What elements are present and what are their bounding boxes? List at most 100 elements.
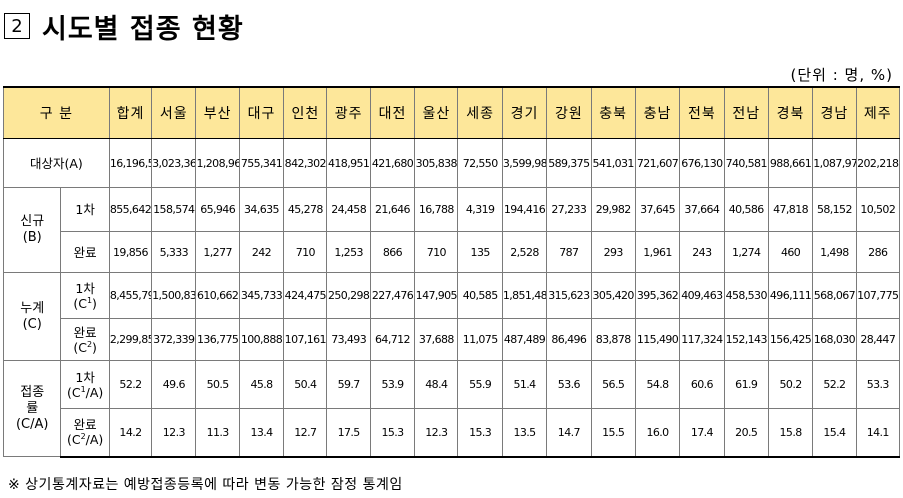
vaccination-table: 구 분 합계 서울 부산 대구 인천 광주 대전 울산 세종 경기 강원 충북 충남 전북 전남 경북 경남 제주…: [2, 86, 901, 458]
table-cell: 100,888: [238, 318, 285, 361]
table-cell: 610,662: [195, 272, 240, 319]
table-cell: 395,362: [634, 272, 681, 319]
table-cell: 1,277: [195, 231, 240, 273]
table-cell: 372,339: [151, 318, 197, 361]
table-cell: 24,458: [326, 187, 371, 232]
header-region: 제주: [855, 86, 901, 139]
table-cell: 59.7: [326, 360, 371, 409]
group-label-new: 신규 (B): [2, 187, 62, 273]
table-cell: 50.4: [283, 360, 328, 409]
table-cell: 424,475: [283, 272, 328, 319]
table-cell: 568,067: [812, 272, 857, 319]
table-cell: 58,152: [812, 187, 857, 232]
header-region: 대구: [238, 86, 285, 139]
table-cell: 293: [590, 231, 636, 273]
unit-label: (단위 : 명, %): [790, 66, 893, 84]
header-region: 경기: [501, 86, 548, 139]
footnote: ※ 상기통계자료는 예방접종등록에 따라 변동 가능한 잠정 통계임: [8, 477, 403, 493]
table-cell: 61.9: [723, 360, 769, 409]
table-cell: 243: [679, 231, 725, 273]
table-cell: 866: [369, 231, 416, 273]
table-cell: 1,208,963: [195, 138, 240, 188]
table-cell: 710: [414, 231, 459, 273]
table-cell: 740,581: [723, 138, 769, 188]
table-cell: 1,500,832: [151, 272, 197, 319]
table-cell: 56.5: [590, 360, 636, 409]
row-label-new-first: 1차: [60, 187, 110, 232]
table-cell: 589,375: [546, 138, 592, 188]
title-text: 시도별 접종 현황: [42, 13, 244, 45]
table-row: 대상자(A) 16,196,5463,023,3611,208,963755,3…: [3, 138, 901, 188]
table-cell: 1,253: [326, 231, 371, 273]
header-label: 구 분: [3, 86, 110, 139]
header-region: 서울: [151, 86, 197, 139]
table-cell: 15.3: [369, 408, 416, 458]
table-cell: 53.3: [855, 360, 901, 409]
table-cell: 1,274: [723, 231, 769, 273]
header-region: 경북: [767, 86, 814, 139]
row-label-cum-complete: 완료 (C2): [60, 318, 110, 361]
header-region: 대전: [369, 86, 416, 139]
table-cell: 107,775: [855, 272, 901, 319]
table-cell: 202,218: [855, 138, 901, 188]
header-region: 인천: [283, 86, 328, 139]
table-cell: 787: [546, 231, 592, 273]
table-cell: 17.4: [679, 408, 725, 458]
table-cell: 40,586: [723, 187, 769, 232]
table-cell: 28,447: [855, 318, 901, 361]
table-cell: 60.6: [679, 360, 725, 409]
table-cell: 421,680: [369, 138, 416, 188]
table-cell: 721,607: [634, 138, 681, 188]
table-cell: 135: [457, 231, 503, 273]
table-cell: 15.8: [767, 408, 814, 458]
table-cell: 15.4: [812, 408, 857, 458]
table-cell: 1,498: [812, 231, 857, 273]
table-cell: 11.3: [195, 408, 240, 458]
table-cell: 16.0: [634, 408, 681, 458]
group-label-rate: 접종 률 (C/A): [2, 360, 62, 457]
table-cell: 4,319: [457, 187, 503, 232]
table-cell: 14.1: [855, 408, 901, 458]
table-cell: 52.2: [108, 360, 153, 409]
header-region: 전남: [723, 86, 769, 139]
table-cell: 73,493: [326, 318, 371, 361]
table-cell: 107,161: [283, 318, 328, 361]
table-cell: 50.2: [767, 360, 814, 409]
table-cell: 5,333: [151, 231, 197, 273]
table-cell: 17.5: [326, 408, 371, 458]
table-cell: 13.5: [501, 408, 548, 458]
table-cell: 53.9: [369, 360, 416, 409]
page-title: 2 시도별 접종 현황: [4, 6, 244, 46]
table-cell: 418,951: [326, 138, 371, 188]
table-cell: 2,299,853: [108, 318, 153, 361]
row-label-target: 대상자(A): [3, 138, 110, 188]
header-region: 광주: [326, 86, 371, 139]
table-cell: 710: [283, 231, 328, 273]
header-region: 충남: [634, 86, 681, 139]
header-region: 합계: [108, 86, 153, 139]
header-row: 구 분 합계 서울 부산 대구 인천 광주 대전 울산 세종 경기 강원 충북 충남 전북 전남 경북 경남 제주: [3, 86, 901, 139]
table-cell: 855,642: [108, 187, 153, 232]
table-cell: 1,851,482: [501, 272, 548, 319]
table-cell: 72,550: [457, 138, 503, 188]
table-cell: 152,143: [723, 318, 769, 361]
table-cell: 3,023,361: [151, 138, 197, 188]
table-cell: 315,623: [546, 272, 592, 319]
section-number: 2: [4, 13, 30, 39]
header-region: 부산: [195, 86, 240, 139]
table-cell: 21,646: [369, 187, 416, 232]
table-cell: 286: [855, 231, 901, 273]
table-cell: 37,664: [679, 187, 725, 232]
table-cell: 14.2: [108, 408, 153, 458]
table-cell: 10,502: [855, 187, 901, 232]
table-cell: 242: [238, 231, 285, 273]
table-cell: 409,463: [679, 272, 725, 319]
table-cell: 345,733: [238, 272, 285, 319]
table-cell: 20.5: [723, 408, 769, 458]
table-cell: 64,712: [369, 318, 416, 361]
table-cell: 2,528: [501, 231, 548, 273]
table-cell: 842,302: [283, 138, 328, 188]
table-cell: 115,490: [634, 318, 681, 361]
table-cell: 147,905: [414, 272, 459, 319]
row-label-new-complete: 완료: [60, 231, 110, 273]
